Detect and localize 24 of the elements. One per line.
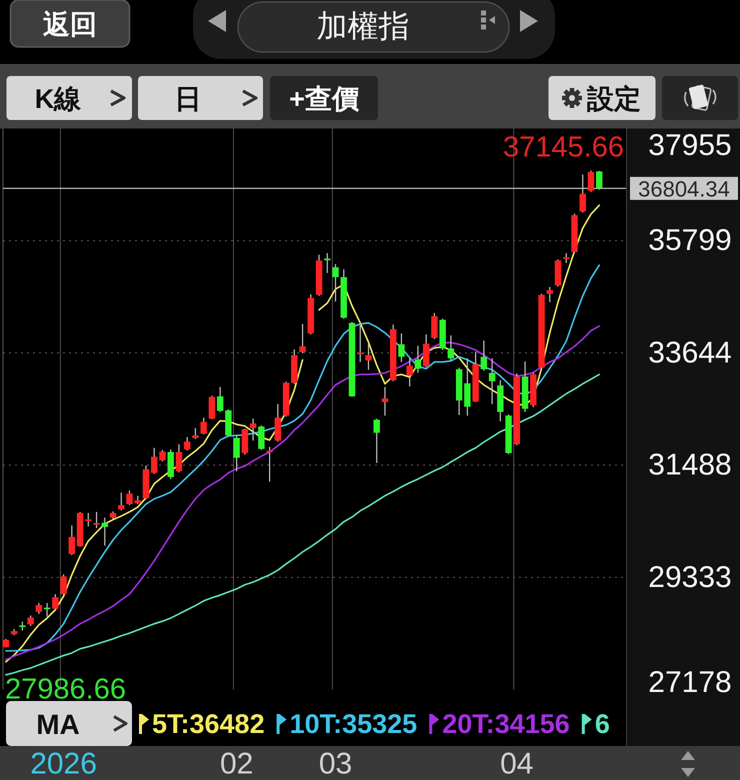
y-tick-label: 27178 [648, 666, 732, 699]
button: K線 [6, 76, 132, 120]
x-tick-label: 03 [318, 748, 352, 780]
legend-item: 20T:34156 [429, 709, 570, 739]
y-tick-label: 37955 [648, 129, 732, 162]
y-tick-label: 35799 [648, 224, 732, 258]
x-tick-label: 02 [220, 748, 254, 780]
legend-item: 10T:35325 [276, 709, 418, 739]
legend-label: 6 [594, 709, 610, 739]
annotation: 37145.66 [503, 132, 624, 164]
x-tick-label: 04 [500, 748, 534, 780]
legend-item: 5T:36482 [139, 709, 265, 739]
button: +查價 [270, 76, 378, 120]
button: 日 [138, 76, 263, 120]
y-tick-label: 31488 [648, 448, 732, 482]
ref-label: 36804.34 [630, 176, 738, 202]
x-tick-label: 2026 [30, 748, 97, 780]
button: 返回 [10, 0, 130, 48]
chart-title: 加權指 [316, 8, 410, 44]
legend-item: 6 [582, 709, 610, 739]
button: MA [6, 701, 132, 746]
y-tick-label: 33644 [648, 336, 732, 370]
y-tick-label: 29333 [648, 560, 732, 594]
button: 設定 [548, 76, 656, 120]
